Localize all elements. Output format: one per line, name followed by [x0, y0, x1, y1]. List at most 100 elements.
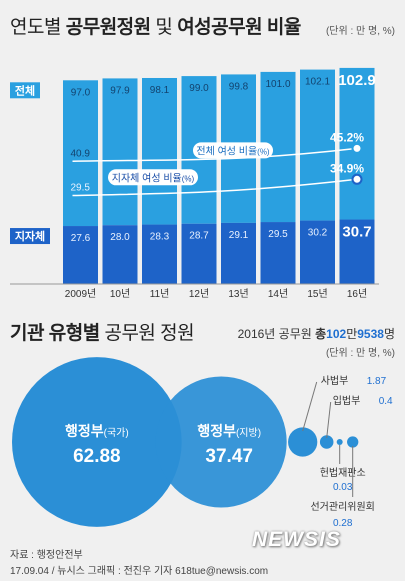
bubble-2: [288, 427, 318, 457]
ratio-end-label-0: 45.2%: [330, 130, 364, 144]
label-local-2: 28.3: [150, 232, 170, 243]
bubble-name-4: 헌법재판소: [320, 467, 366, 479]
label-local-6: 30.2: [308, 228, 328, 239]
tick-label-0: 2009년: [65, 288, 96, 300]
ratio-callout-bg-1: [108, 169, 198, 186]
label-total-5: 101.0: [265, 79, 290, 90]
leader-line-2: [302, 381, 318, 432]
series-tag-total: [10, 82, 40, 99]
tick-label-4: 13년: [228, 288, 248, 300]
ratio-line-0: [72, 147, 358, 163]
ratio-start-label-1: 29.5: [71, 183, 91, 194]
series-name-total: 전체: [15, 83, 35, 97]
bubble-name-3: 입법부: [333, 394, 361, 407]
bar-local-2: [142, 224, 177, 284]
bubble-0: [12, 357, 182, 527]
bar-local-5: [260, 222, 296, 284]
credit-text: 17.09.04 / 뉴시스 그래픽 : 전진우 기자 618tue@newsi…: [10, 566, 269, 577]
label-total-1: 97.9: [110, 85, 130, 96]
label-total-3: 99.0: [189, 83, 209, 94]
bubble-value-3: 0.4: [379, 396, 393, 407]
bubble-value-5: 0.28: [333, 518, 353, 529]
unit-label-bottom: (단위 : 만 명, %): [325, 348, 395, 359]
bubble-name-main-1: 행정부: [197, 423, 236, 439]
bubble-name-sub-0: (국가): [104, 427, 129, 439]
bubble-1: [155, 376, 287, 508]
tick-label-2: 11년: [150, 288, 170, 300]
bubble-title-bold: 기관 유형별: [10, 323, 100, 344]
label-local-1: 28.0: [110, 232, 130, 243]
series-tag-local: [10, 228, 50, 245]
title-bold: 공무원정원: [65, 17, 151, 38]
bubble-name-1: 행정부(지방): [197, 423, 261, 439]
bubble-value-2: 1.87: [367, 376, 387, 387]
title-bold2: 여성공무원: [177, 17, 263, 38]
tick-label-3: 12년: [189, 288, 209, 300]
tick-label-5: 14년: [268, 288, 288, 300]
ratio-line-1: [72, 178, 358, 197]
total-unit-2: 명: [383, 327, 395, 341]
bar-total-2: [142, 77, 177, 225]
tick-label-1: 10년: [110, 288, 130, 300]
tick-label-6: 15년: [307, 288, 327, 300]
bubble-3: [319, 435, 334, 449]
label-total-4: 99.8: [229, 81, 249, 92]
ratio-callout-unit-0: (%): [257, 147, 270, 156]
series-name-local: 지자체: [15, 229, 45, 243]
newsis-logo: NEWSIS: [252, 528, 341, 551]
total-bold: 총: [315, 327, 327, 341]
label-total-7: 102.9: [338, 72, 376, 89]
label-local-3: 28.7: [189, 231, 209, 242]
total-prefix: 2016년 공무원: [237, 327, 316, 341]
label-local-5: 29.5: [268, 229, 288, 240]
label-local-4: 29.1: [229, 230, 249, 241]
label-total-6: 102.1: [305, 77, 330, 88]
bubble-name-0: 행정부(국가): [65, 423, 129, 439]
ratio-end-label-1: 34.9%: [330, 161, 364, 175]
bubble-total: 2016년 공무원 총102만9538명: [238, 325, 395, 342]
total-num-2: 9538: [357, 327, 384, 341]
unit-label-top: (단위 : 만 명, %): [325, 26, 395, 37]
bubble-title-plain: 공무원 정원: [99, 323, 195, 344]
total-num-1: 102: [326, 327, 347, 341]
label-local-7: 30.7: [342, 224, 371, 241]
label-local-0: 27.6: [71, 233, 91, 244]
ratio-start-label-0: 40.9: [71, 148, 91, 159]
bubble-title: 기관 유형별 공무원 정원: [10, 318, 195, 345]
ratio-callout-name-0: 전체 여성 비율: [196, 145, 257, 157]
bubble-5: [347, 436, 359, 448]
title-mid: 및: [150, 17, 178, 38]
label-total-2: 98.1: [150, 85, 170, 96]
bar-total-1: [102, 78, 138, 226]
bar-local-1: [102, 225, 138, 284]
label-total-0: 97.0: [71, 87, 91, 98]
leader-line-3: [326, 401, 332, 439]
bubble-name-5: 선거관리위원회: [310, 500, 374, 513]
title-tail: 비율: [262, 17, 301, 38]
bubble-value-1: 37.47: [205, 446, 253, 467]
ratio-callout-unit-1: (%): [182, 174, 195, 183]
bar-local-4: [221, 222, 256, 284]
bubble-value-0: 62.88: [73, 446, 121, 467]
bar-local-3: [181, 223, 217, 284]
ratio-end-marker-1: [351, 173, 363, 185]
tick-label-7: 16년: [347, 288, 367, 300]
bar-local-0: [63, 226, 98, 284]
bar-total-6: [300, 69, 335, 221]
ratio-callout-0: 전체 여성 비율(%): [196, 145, 270, 157]
title-plain: 연도별: [10, 17, 66, 38]
bubble-4: [336, 439, 343, 445]
page-title: 연도별 공무원정원 및 여성공무원 비율: [10, 12, 301, 39]
ratio-callout-name-1: 지자체 여성 비율: [112, 172, 182, 184]
bubble-name-main-0: 행정부: [65, 423, 104, 439]
bubble-name-sub-1: (지방): [236, 427, 261, 439]
source-text: 자료 : 행정안전부: [10, 550, 83, 561]
total-unit-1: 만: [346, 327, 358, 341]
ratio-callout-bg-0: [193, 142, 273, 159]
bubble-name-2: 사법부: [321, 375, 349, 387]
ratio-end-marker-0: [351, 142, 363, 154]
bubble-value-4: 0.03: [333, 482, 353, 493]
bar-total-0: [63, 80, 98, 227]
